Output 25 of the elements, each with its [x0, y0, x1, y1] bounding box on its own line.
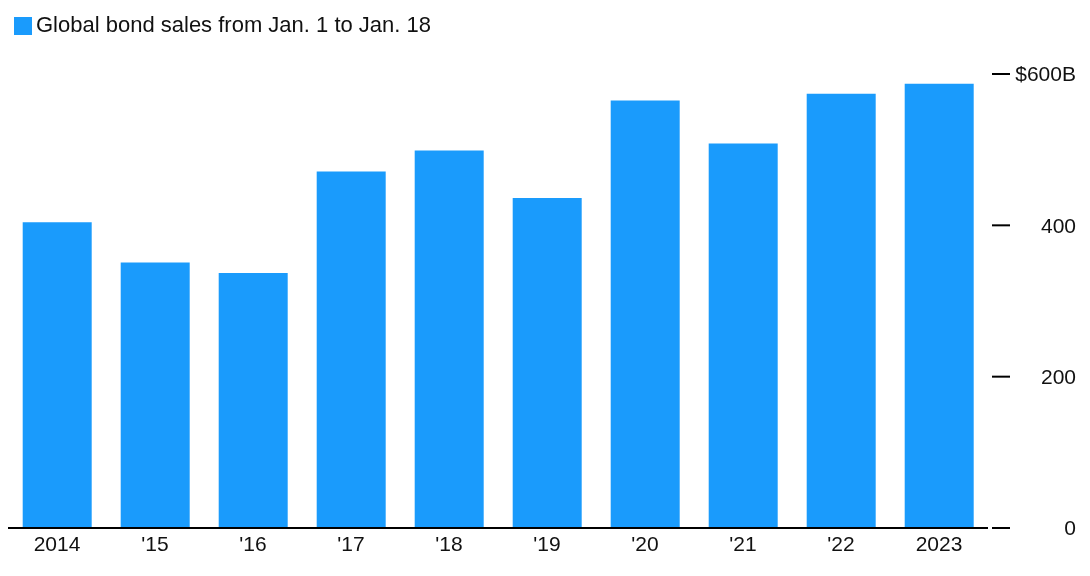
bar — [806, 93, 876, 528]
bar — [22, 222, 92, 528]
x-tick-label: '19 — [533, 531, 561, 555]
bar — [120, 262, 190, 528]
bar — [708, 143, 778, 528]
bar — [316, 171, 386, 528]
x-tick-label: 2023 — [915, 531, 963, 555]
x-tick-label: '15 — [141, 531, 169, 555]
bar — [512, 198, 582, 528]
x-tick-label: '17 — [337, 531, 365, 555]
x-tick-label: 2014 — [33, 531, 81, 555]
y-tick-label: 400 — [1040, 213, 1076, 237]
bar — [610, 100, 680, 528]
bar — [414, 150, 484, 528]
bar — [904, 83, 974, 528]
x-tick-label: '22 — [827, 531, 855, 555]
legend-label: Global bond sales from Jan. 1 to Jan. 18 — [36, 12, 432, 37]
y-tick-label: 0 — [1064, 516, 1076, 540]
x-tick-label: '16 — [239, 531, 267, 555]
y-tick-label: $600B — [1015, 62, 1076, 86]
x-tick-label: '21 — [729, 531, 757, 555]
x-tick-label: '20 — [631, 531, 659, 555]
y-tick-label: 200 — [1040, 365, 1076, 389]
x-tick-label: '18 — [435, 531, 463, 555]
bar — [218, 273, 288, 528]
